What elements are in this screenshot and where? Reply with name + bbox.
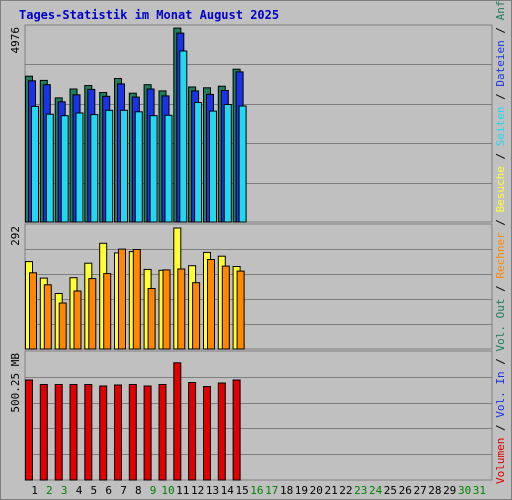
bar-volumen-day-1 [25,379,33,481]
bar-seiten-day-8 [134,111,143,223]
bar-rechner-day-9 [147,288,156,350]
bar-volumen-day-8 [128,384,137,481]
bar-volumen-day-5 [84,384,93,481]
x-tick-label-day-25: 25 [384,484,397,497]
right-legend: Volumen / Vol. In / Vol. Out / Rechner /… [494,0,507,484]
bar-volumen-day-7 [114,384,122,481]
bar-rechner-day-11 [177,268,186,350]
x-tick-label-day-3: 3 [61,484,68,497]
chart-title: Tages-Statistik im Monat August 2025 [19,8,280,22]
x-tick-label-day-18: 18 [280,484,293,497]
bar-seiten-day-9 [149,115,158,223]
bar-rechner-day-5 [88,278,97,350]
y-max-label-middle: 292 [9,226,22,246]
bar-rechner-day-1 [29,272,37,350]
bar-seiten-day-4 [75,112,84,223]
bar-volumen-day-2 [39,384,48,481]
x-tick-label-day-10: 10 [161,484,174,497]
bar-rechner-day-7 [118,248,126,350]
x-tick-label-day-20: 20 [310,484,323,497]
legend-entry-7: / [494,212,507,232]
x-tick-label-day-30: 30 [458,484,471,497]
x-tick-label-day-4: 4 [76,484,83,497]
bar-volumen-day-15 [232,379,241,481]
x-tick-label-day-9: 9 [150,484,157,497]
bar-seiten-day-5 [90,114,99,223]
x-tick-label-day-15: 15 [235,484,248,497]
x-tick-label-day-27: 27 [413,484,426,497]
legend-entry-6: Rechner [494,232,507,279]
legend-entry-9: / [494,146,507,166]
x-tick-label-day-13: 13 [206,484,219,497]
bar-seiten-day-6 [105,109,114,223]
bar-rechner-day-6 [103,273,112,350]
bar-seiten-day-14 [223,104,232,223]
legend-entry-8: Besuche [494,166,507,212]
y-max-label-bottom: 500.25 MB [9,353,22,413]
x-tick-label-day-31: 31 [473,484,486,497]
bar-rechner-day-10 [162,269,171,350]
bar-rechner-day-8 [132,249,141,350]
legend-entry-11: / [494,87,507,107]
bar-volumen-day-6 [99,385,108,481]
bar-volumen-day-9 [143,385,152,481]
x-tick-label-day-26: 26 [399,484,412,497]
bar-seiten-day-2 [45,113,54,223]
bar-rechner-day-4 [73,290,82,350]
legend-entry-13: / [494,20,507,40]
legend-entry-10: Seiten [494,106,507,146]
bar-volumen-day-10 [158,384,167,481]
bar-seiten-day-11 [179,50,188,223]
x-tick-label-day-21: 21 [324,484,337,497]
bar-seiten-day-10 [164,114,173,223]
bar-seiten-day-13 [209,110,217,223]
legend-entry-12: Dateien [494,40,507,86]
x-tick-label-day-2: 2 [46,484,53,497]
legend-entry-3: / [494,352,507,372]
bar-rechner-day-12 [192,282,201,350]
bar-rechner-day-14 [221,265,230,350]
bar-rechner-day-15 [236,270,245,350]
bar-seiten-day-3 [60,115,69,223]
bar-seiten-day-15 [238,105,247,223]
x-tick-label-day-14: 14 [221,484,235,497]
legend-entry-5: / [494,279,507,299]
bar-rechner-day-2 [43,284,52,350]
bar-volumen-day-13 [203,386,211,481]
bar-seiten-day-7 [120,109,128,223]
x-tick-label-day-1: 1 [31,484,38,497]
x-tick-label-day-8: 8 [135,484,142,497]
x-tick-label-day-29: 29 [443,484,456,497]
x-tick-label-day-12: 12 [191,484,204,497]
bar-volumen-day-3 [54,384,63,481]
x-tick-label-day-23: 23 [354,484,367,497]
legend-entry-0: Volumen [494,438,507,484]
bar-seiten-day-12 [194,102,203,223]
x-tick-label-day-11: 11 [176,484,189,497]
bar-volumen-day-14 [217,382,226,481]
x-tick-label-day-5: 5 [90,484,97,497]
bar-seiten-day-1 [31,105,39,223]
panel-frame-bottom [24,350,493,481]
bar-rechner-day-13 [207,259,215,350]
x-tick-label-day-16: 16 [250,484,263,497]
bar-volumen-day-11 [173,362,182,481]
legend-entry-1: / [494,418,507,438]
bar-volumen-day-4 [69,384,78,481]
legend-entry-4: Vol. Out [494,299,507,352]
x-tick-label-day-28: 28 [428,484,441,497]
x-tick-label-day-6: 6 [105,484,112,497]
legend-entry-14: Anfragen [494,0,507,20]
x-tick-label-day-24: 24 [369,484,383,497]
y-max-label-top: 4976 [9,27,22,54]
x-tick-label-day-22: 22 [339,484,352,497]
bar-rechner-day-3 [58,302,67,350]
x-tick-label-day-17: 17 [265,484,278,497]
x-tick-label-day-19: 19 [295,484,308,497]
legend-entry-2: Vol. In [494,371,507,417]
x-tick-label-day-7: 7 [120,484,127,497]
bar-volumen-day-12 [188,382,197,481]
